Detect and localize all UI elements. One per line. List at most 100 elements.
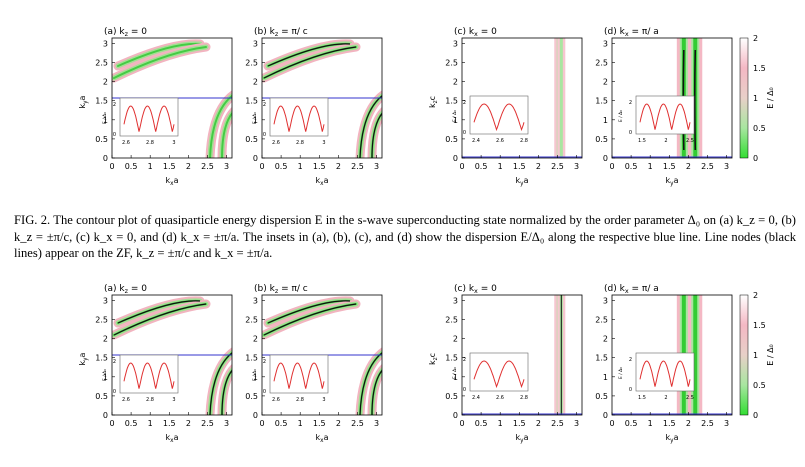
ytick-label: 1.5 bbox=[445, 354, 458, 363]
ytick-label: 2 bbox=[103, 335, 108, 344]
panel-frame bbox=[261, 37, 383, 159]
xtick-label: 2.5 bbox=[201, 419, 214, 428]
inset-ytick: 2 bbox=[263, 102, 266, 108]
inset-ylabel: E / Δ₀ bbox=[102, 112, 108, 124]
colorbar-tick: 2 bbox=[753, 291, 758, 300]
inset-xtick: 2.8 bbox=[146, 397, 154, 403]
panel-d: 2 0 E / Δ₀ 1.5 2 2.5 0 0.5 1 1.5 2 2.5 3 0 0.5 1 1.5 2 2.5… bbox=[595, 284, 733, 444]
inset-xtick: 2 bbox=[664, 395, 667, 401]
panel-title: (d) kx = π/ a bbox=[604, 27, 659, 38]
inset-xtick: 2.6 bbox=[122, 140, 130, 146]
inset: 2 0 E / Δ₀ 1.5 2 2.5 bbox=[618, 352, 695, 401]
inset: 2 0 E / Δ₀ 2.6 2.8 3 bbox=[102, 97, 179, 146]
xtick-label: 0.5 bbox=[475, 419, 488, 428]
inset-frame bbox=[635, 95, 695, 135]
xtick-label: 2.5 bbox=[551, 162, 564, 171]
ytick-label: 0 bbox=[253, 411, 258, 420]
ytick-label: 0.5 bbox=[245, 135, 258, 144]
x-axis-label: kxa bbox=[166, 176, 179, 187]
band-lower-1-inner bbox=[221, 112, 232, 158]
colorbar-tick: 1.5 bbox=[753, 64, 766, 73]
ytick-label: 3 bbox=[453, 296, 458, 305]
ytick-label: 0 bbox=[453, 154, 458, 163]
ytick-label: 2.5 bbox=[95, 59, 108, 68]
panel-frame bbox=[111, 37, 233, 159]
colorbar-tick: 1.5 bbox=[753, 321, 766, 330]
xtick-label: 0 bbox=[109, 162, 114, 171]
xtick-label: 3 bbox=[224, 419, 229, 428]
ytick-label: 3 bbox=[453, 39, 458, 48]
x-axis-label: kya bbox=[516, 176, 529, 187]
ytick-label: 1.5 bbox=[595, 354, 608, 363]
inset: 2 0 E / Δ₀ 2.4 2.6 2.8 bbox=[452, 95, 529, 144]
inset-xtick: 2.6 bbox=[272, 140, 280, 146]
line-node-upper-0 bbox=[117, 300, 201, 324]
xtick-label: 1.5 bbox=[163, 419, 176, 428]
band-vertical-core-1 bbox=[693, 295, 698, 415]
x-axis-label: kya bbox=[666, 433, 679, 444]
inset-xtick: 2.8 bbox=[296, 397, 304, 403]
panel-a: 2 0 E / Δ₀ 2.6 2.8 3 0 0.5 1 1.5 2 2.5 3 0 0.5 1 1.5 2 2.5… bbox=[78, 27, 233, 187]
ytick-label: 3 bbox=[103, 296, 108, 305]
colorbar-tick: 2 bbox=[753, 34, 758, 43]
panel-b: 2 0 E / Δ₀ 2.6 2.8 3 0 0.5 1 1.5 2 2.5 3 0 0.5 1 1.5 2 2.5… bbox=[245, 27, 383, 187]
colorbar-tick: 0 bbox=[753, 154, 758, 163]
ytick-label: 1.5 bbox=[245, 354, 258, 363]
line-node-upper-0 bbox=[267, 300, 351, 324]
inset-frame bbox=[269, 354, 329, 394]
xtick-label: 2 bbox=[186, 162, 191, 171]
inset-ylabel: E / Δ₀ bbox=[452, 110, 458, 122]
xtick-label: 1.5 bbox=[163, 162, 176, 171]
caption-line-1: FIG. 2. The contour plot of quasiparticl… bbox=[14, 213, 631, 227]
ytick-label: 1 bbox=[453, 373, 458, 382]
ytick-label: 2.5 bbox=[445, 59, 458, 68]
inset-ytick: 0 bbox=[263, 132, 266, 138]
ytick-label: 0 bbox=[103, 154, 108, 163]
xtick-label: 1 bbox=[498, 419, 503, 428]
inset-ytick: 0 bbox=[629, 387, 632, 393]
inset-xtick: 1.5 bbox=[638, 138, 646, 144]
xtick-label: 0 bbox=[109, 419, 114, 428]
ytick-label: 0.5 bbox=[445, 135, 458, 144]
xtick-label: 2.5 bbox=[351, 162, 364, 171]
colorbar-gradient bbox=[739, 294, 749, 416]
xtick-label: 3 bbox=[724, 162, 729, 171]
colorbar: 0 0.5 1 1.5 2 E / Δ₀ bbox=[739, 291, 775, 420]
ytick-label: 2 bbox=[253, 335, 258, 344]
x-axis-label: kya bbox=[666, 176, 679, 187]
inset-dispersion-curve bbox=[123, 362, 175, 389]
ytick-label: 1 bbox=[253, 373, 258, 382]
inset-ytick: 0 bbox=[263, 389, 266, 395]
inset-ytick: 2 bbox=[629, 100, 632, 106]
inset-xtick: 2.4 bbox=[472, 138, 480, 144]
inset-ytick: 0 bbox=[463, 387, 466, 393]
ytick-label: 3 bbox=[603, 296, 608, 305]
xtick-label: 0.5 bbox=[125, 419, 138, 428]
xtick-label: 0 bbox=[609, 162, 614, 171]
xtick-label: 0.5 bbox=[475, 162, 488, 171]
inset-ylabel: E / Δ₀ bbox=[102, 369, 108, 381]
xtick-label: 3 bbox=[724, 419, 729, 428]
line-node-upper-1 bbox=[263, 303, 357, 336]
inset: 2 0 E / Δ₀ 2.6 2.8 3 bbox=[252, 97, 329, 146]
xtick-label: 0.5 bbox=[125, 162, 138, 171]
caption-line-3: dispersion E/Δ₀ along the respective blu… bbox=[14, 229, 796, 261]
inset-dispersion-curve bbox=[273, 105, 325, 132]
line-node-upper-1 bbox=[263, 46, 357, 79]
ytick-label: 0.5 bbox=[445, 392, 458, 401]
panel-b: 2 0 E / Δ₀ 2.6 2.8 3 0 0.5 1 1.5 2 2.5 3 0 0.5 1 1.5 2 2.5… bbox=[245, 284, 383, 444]
colorbar-label: E / Δ₀ bbox=[766, 344, 775, 366]
ytick-label: 3 bbox=[253, 296, 258, 305]
inset-xtick: 2 bbox=[664, 138, 667, 144]
inset-ytick: 0 bbox=[113, 132, 116, 138]
inset-ytick: 0 bbox=[629, 130, 632, 136]
ytick-label: 0 bbox=[453, 411, 458, 420]
inset-xtick: 2.6 bbox=[496, 395, 504, 401]
xtick-label: 1 bbox=[148, 162, 153, 171]
xtick-label: 1 bbox=[298, 419, 303, 428]
inset-xtick: 3 bbox=[322, 397, 325, 403]
xtick-label: 1 bbox=[648, 419, 653, 428]
colorbar-tick: 0 bbox=[753, 411, 758, 420]
xtick-label: 3 bbox=[224, 162, 229, 171]
